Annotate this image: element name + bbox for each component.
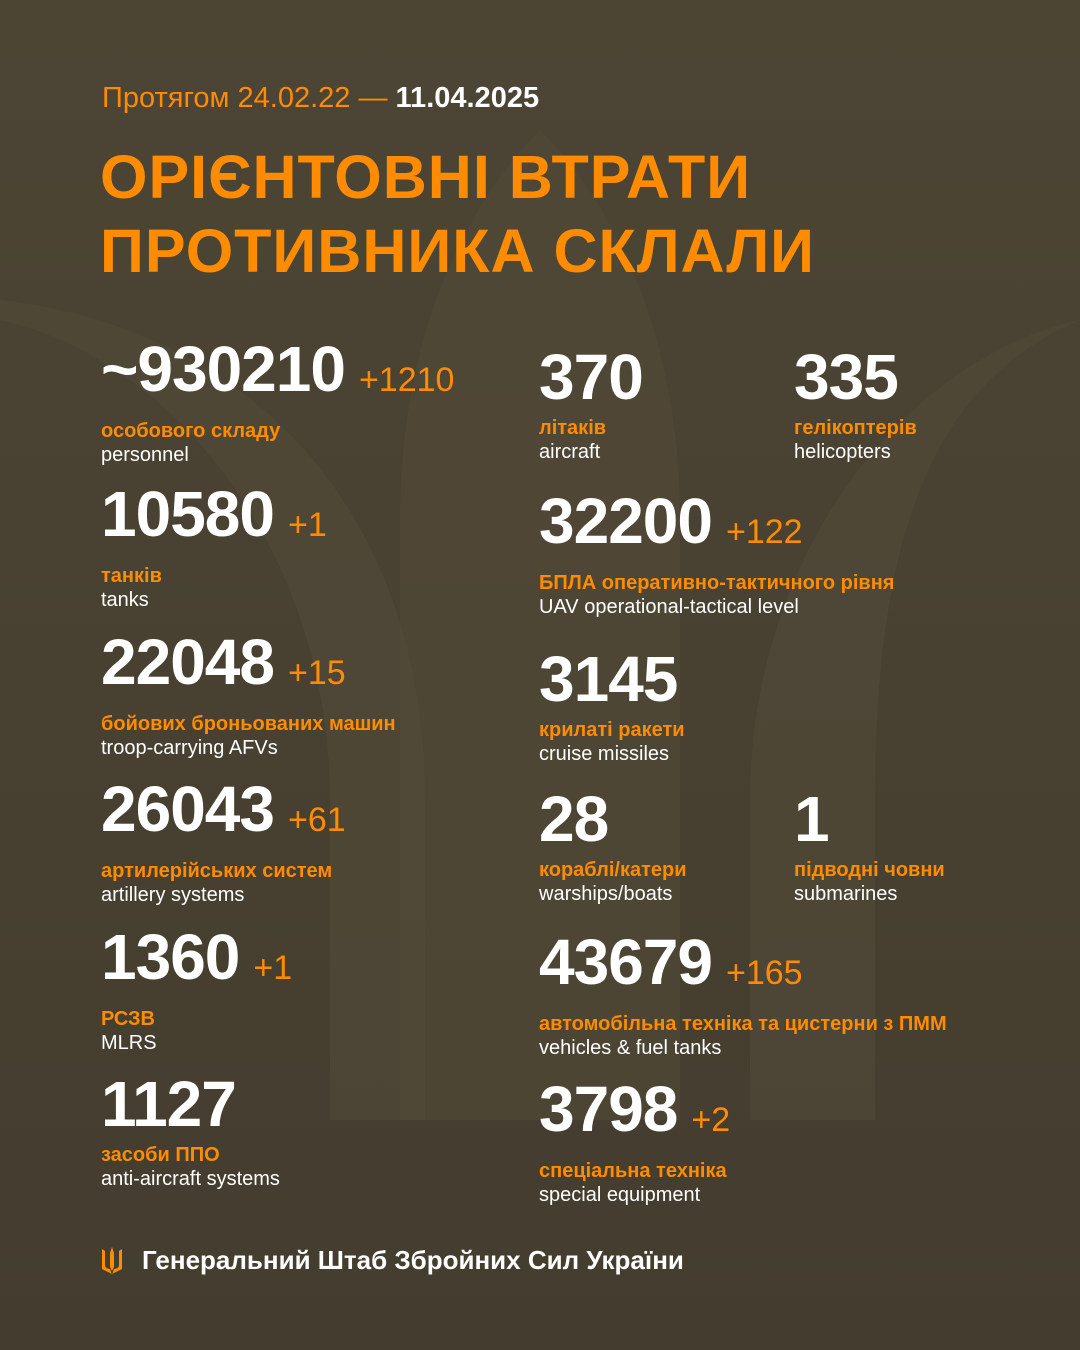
stat-label-en: UAV operational-tactical level — [539, 596, 799, 618]
stat-helicopters: 335 гелікоптерів helicopters — [794, 345, 917, 465]
page-title: ОРІЄНТОВНІ ВТРАТИ ПРОТИВНИКА СКЛАЛИ — [100, 140, 815, 288]
stat-delta: +15 — [287, 654, 346, 692]
stat-total: 32200 — [539, 485, 713, 557]
stat-value: 22048 +15 — [101, 630, 396, 704]
stat-label-ua: крилаті ракети — [539, 719, 685, 741]
period-end: 11.04.2025 — [395, 82, 540, 114]
stat-label-en: anti-aircraft systems — [101, 1168, 280, 1190]
title-line-2: ПРОТИВНИКА СКЛАЛИ — [100, 217, 815, 285]
stat-value: 1127 — [101, 1072, 280, 1136]
stat-total: 43679 — [539, 926, 713, 998]
stat-value: 28 — [539, 787, 687, 851]
stat-value: 32200 +122 — [539, 489, 894, 563]
stat-label-ua: підводні човни — [794, 859, 945, 881]
stat-uav: 32200 +122 БПЛА оперативно-тактичного рів… — [539, 489, 895, 620]
stat-label-en: troop-carrying AFVs — [101, 737, 278, 759]
stat-total: ~930210 — [101, 333, 346, 405]
stat-label-en: helicopters — [794, 441, 891, 463]
stat-label-ua: гелікоптерів — [794, 417, 917, 439]
stat-value: 26043 +61 — [101, 777, 346, 851]
stat-label-en: warships/boats — [539, 883, 673, 905]
stat-label-ua: особового складу — [101, 420, 281, 442]
stat-special: 3798 +2 спеціальна техніка special equipm… — [539, 1077, 731, 1208]
stat-aircraft: 370 літаків aircraft — [539, 345, 644, 465]
stat-label-ua: літаків — [539, 417, 607, 439]
stat-label-en: cruise missiles — [539, 743, 670, 765]
stat-value: 370 — [539, 345, 644, 409]
stat-submarines: 1 підводні човни submarines — [794, 787, 945, 907]
stat-delta: +1 — [287, 506, 327, 544]
stat-tanks: 10580 +1 танків tanks — [101, 482, 327, 613]
stat-troop-carrying: 22048 +15 бойових броньованих машин troop… — [101, 630, 396, 761]
stat-delta: +122 — [725, 513, 803, 551]
stat-total: 26043 — [101, 773, 275, 845]
stat-label-ua: кораблі/катери — [539, 859, 687, 881]
stat-delta: +61 — [287, 801, 346, 839]
stat-value: ~930210 +1210 — [101, 337, 455, 411]
stat-artillery: 26043 +61 артилерійських систем artillery… — [101, 777, 346, 908]
stat-label-en: MLRS — [101, 1032, 157, 1054]
stat-label-ua: артилерійських систем — [101, 860, 333, 882]
stat-value: 3145 — [539, 647, 685, 711]
stat-label-en: vehicles & fuel tanks — [539, 1037, 722, 1059]
stat-total: 3798 — [539, 1073, 678, 1145]
stat-value: 43679 +165 — [539, 930, 947, 1004]
stat-label-ua: автомобільна техніка та цистерни з ПММ — [539, 1013, 947, 1035]
stat-total: 1360 — [101, 921, 240, 993]
stat-label-en: submarines — [794, 883, 898, 905]
stat-delta: +1 — [253, 949, 293, 987]
stat-anti-aircraft: 1127 засоби ППО anti-aircraft systems — [101, 1072, 280, 1192]
stat-label-ua: танків — [101, 565, 162, 587]
stat-label-ua: бойових броньованих машин — [101, 713, 396, 735]
stat-label-ua: спеціальна техніка — [539, 1160, 727, 1182]
stat-delta: +2 — [691, 1101, 731, 1139]
stat-delta: +1210 — [358, 361, 455, 399]
footer: Генеральний Штаб Збройних Сил України — [100, 1245, 684, 1276]
stat-mlrs: 1360 +1 РСЗВ MLRS — [101, 925, 293, 1056]
stat-cruise: 3145 крилаті ракети cruise missiles — [539, 647, 685, 767]
stat-vehicles: 43679 +165 автомобільна техніка та цистер… — [539, 930, 947, 1061]
stat-total: 335 — [794, 341, 899, 413]
stat-value: 10580 +1 — [101, 482, 327, 556]
stat-label-ua: БПЛА оперативно-тактичного рівня — [539, 572, 895, 594]
period-start: Протягом 24.02.22 — — [102, 82, 388, 114]
stat-label-ua: РСЗВ — [101, 1008, 155, 1030]
stat-label-en: personnel — [101, 444, 189, 466]
stat-total: 3145 — [539, 643, 678, 715]
stat-total: 22048 — [101, 626, 275, 698]
stat-value: 1 — [794, 787, 945, 851]
footer-org-name: Генеральний Штаб Збройних Сил України — [142, 1245, 684, 1275]
stat-personnel: ~930210 +1210 особового складу personnel — [101, 337, 455, 468]
stat-label-en: special equipment — [539, 1184, 701, 1206]
stat-label-ua: засоби ППО — [101, 1144, 220, 1166]
stat-value: 3798 +2 — [539, 1077, 731, 1151]
stat-total: 10580 — [101, 478, 275, 550]
stat-value: 335 — [794, 345, 917, 409]
trident-icon — [102, 1246, 122, 1275]
stat-total: 370 — [539, 341, 644, 413]
period: Протягом 24.02.22 — 11.04.2025 — [102, 82, 539, 115]
stat-total: 1 — [794, 783, 830, 855]
stat-warshipsboats: 28 кораблі/катери warships/boats — [539, 787, 687, 907]
stat-delta: +165 — [725, 954, 803, 992]
stat-label-en: tanks — [101, 589, 149, 611]
stat-label-en: aircraft — [539, 441, 601, 463]
stat-total: 1127 — [101, 1068, 237, 1140]
title-line-1: ОРІЄНТОВНІ ВТРАТИ — [100, 143, 752, 211]
stat-label-en: artillery systems — [101, 884, 245, 906]
stat-total: 28 — [539, 783, 609, 855]
stat-value: 1360 +1 — [101, 925, 293, 999]
